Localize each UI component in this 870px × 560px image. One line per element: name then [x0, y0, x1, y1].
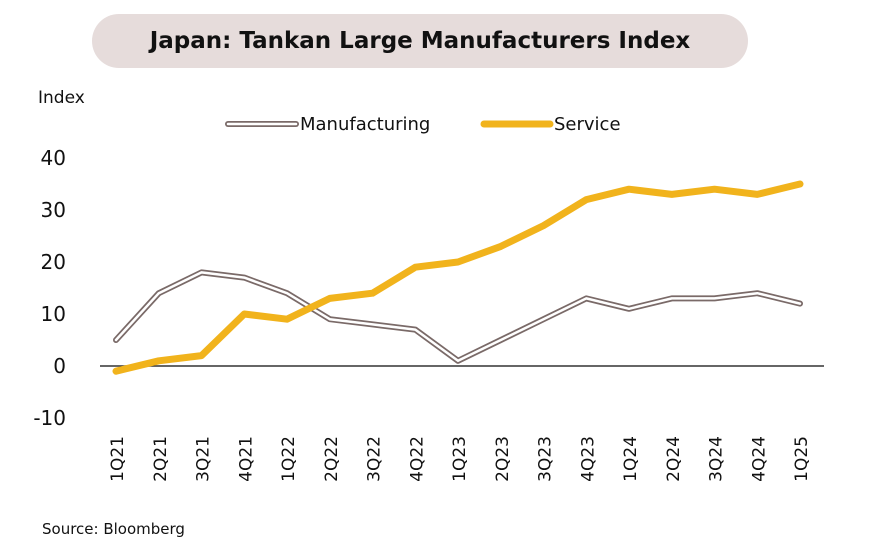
- y-tick-label: 0: [53, 354, 66, 378]
- service-series-line: [112, 180, 804, 375]
- x-tick-label: 3Q22: [365, 436, 385, 482]
- y-tick-label: 30: [41, 198, 66, 222]
- source-note: Source: Bloomberg: [42, 520, 185, 538]
- x-tick-label: 2Q24: [664, 436, 684, 482]
- y-axis-label: Index: [38, 88, 85, 108]
- x-tick-label: 3Q21: [194, 436, 214, 482]
- chart-title-pill: Japan: Tankan Large Manufacturers Index: [92, 14, 748, 68]
- x-tick-label: 1Q23: [450, 436, 470, 482]
- y-tick-label: 20: [41, 250, 66, 274]
- x-tick-label: 4Q23: [578, 436, 598, 482]
- x-tick-label: 4Q22: [407, 436, 427, 482]
- x-tick-label: 2Q23: [493, 436, 513, 482]
- chart-title: Japan: Tankan Large Manufacturers Index: [149, 28, 691, 54]
- legend-label-manufacturing: Manufacturing: [300, 114, 430, 135]
- x-tick-label: 1Q22: [279, 436, 299, 482]
- x-tick-label: 3Q24: [707, 436, 727, 482]
- y-tick-label: -10: [33, 406, 66, 430]
- legend-label-service: Service: [554, 114, 621, 135]
- x-tick-label: 1Q25: [792, 436, 812, 482]
- manufacturing-series-line-inner: [114, 271, 802, 363]
- x-tick-label: 1Q24: [621, 436, 641, 482]
- x-tick-label: 1Q21: [108, 436, 128, 482]
- x-tick-label: 3Q23: [536, 436, 556, 482]
- y-tick-label: 40: [41, 146, 66, 170]
- x-tick-label: 2Q21: [151, 436, 171, 482]
- x-tick-label: 4Q21: [236, 436, 256, 482]
- x-tick-label: 2Q22: [322, 436, 342, 482]
- y-tick-label: 10: [41, 302, 66, 326]
- manufacturing-series-line-outline: [113, 269, 803, 364]
- x-tick-label: 4Q24: [749, 436, 769, 482]
